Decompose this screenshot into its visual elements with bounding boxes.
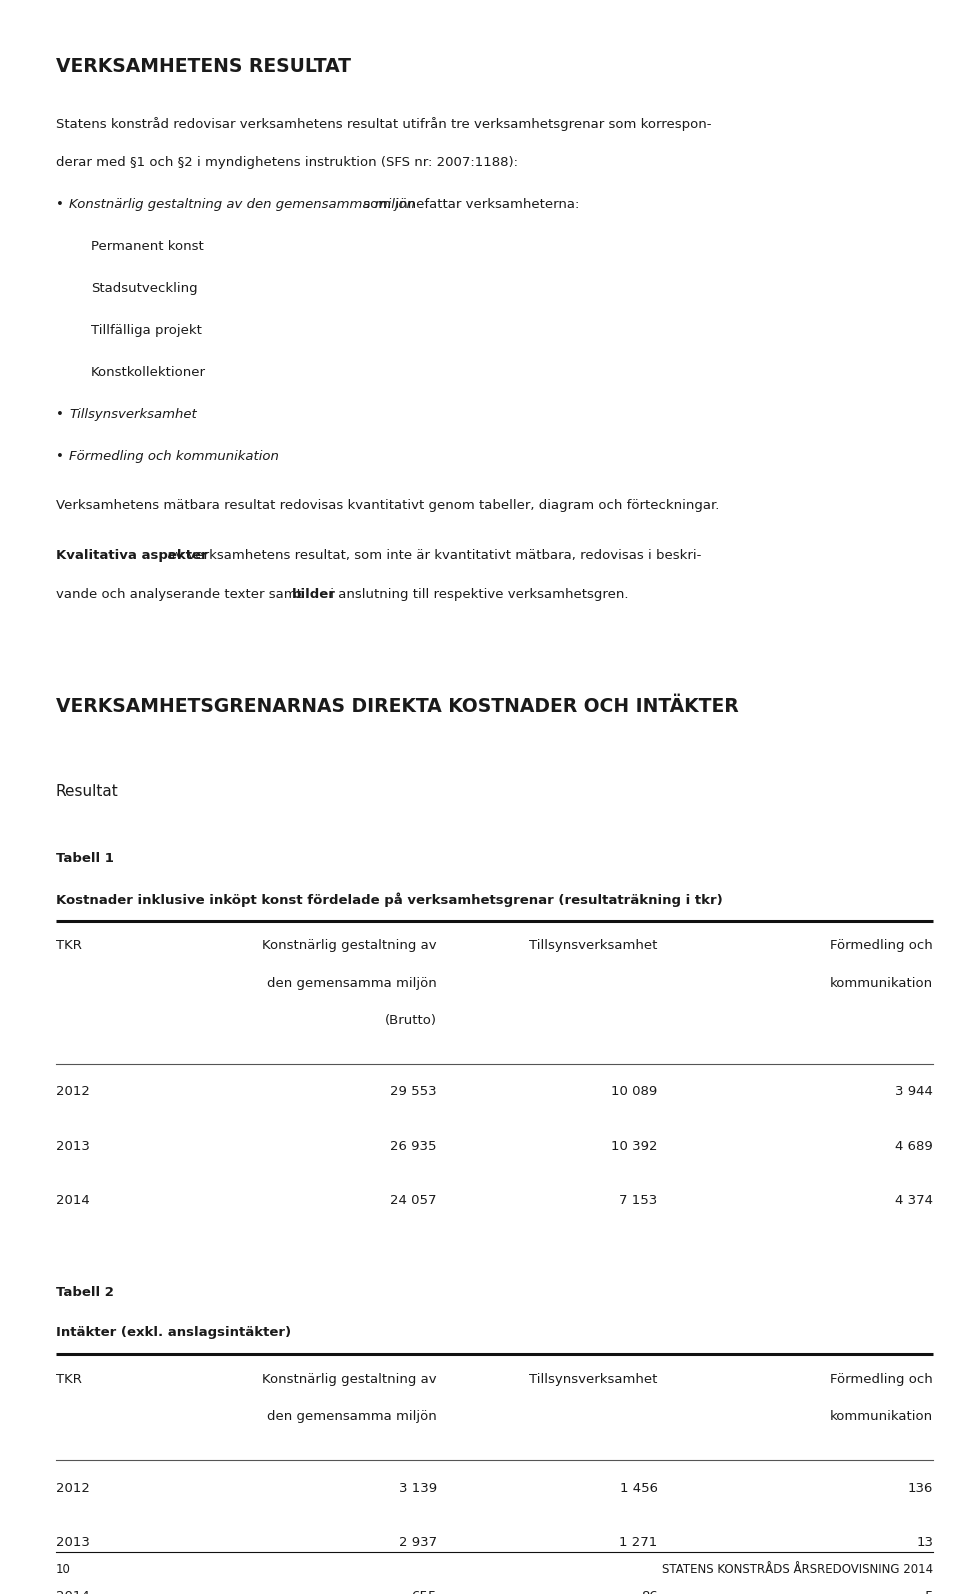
Text: 86: 86: [641, 1591, 658, 1594]
Text: VERKSAMHETSGRENARNAS DIREKTA KOSTNADER OCH INTÄKTER: VERKSAMHETSGRENARNAS DIREKTA KOSTNADER O…: [56, 697, 738, 716]
Text: Intäkter (exkl. anslagsintäkter): Intäkter (exkl. anslagsintäkter): [56, 1326, 291, 1339]
Text: Kvalitativa aspekter: Kvalitativa aspekter: [56, 550, 207, 563]
Text: 1 271: 1 271: [619, 1537, 658, 1549]
Text: Permanent konst: Permanent konst: [91, 241, 204, 253]
Text: 2013: 2013: [56, 1537, 89, 1549]
Text: •: •: [56, 450, 68, 462]
Text: som innefattar verksamheterna:: som innefattar verksamheterna:: [359, 198, 580, 210]
Text: 5: 5: [924, 1591, 933, 1594]
Text: 2014: 2014: [56, 1591, 89, 1594]
Text: Konstnärlig gestaltning av: Konstnärlig gestaltning av: [262, 1372, 437, 1387]
Text: 4 374: 4 374: [895, 1194, 933, 1207]
Text: Konstnärlig gestaltning av: Konstnärlig gestaltning av: [262, 939, 437, 953]
Text: 29 553: 29 553: [390, 1086, 437, 1098]
Text: Tillfälliga projekt: Tillfälliga projekt: [91, 324, 202, 336]
Text: 7 153: 7 153: [619, 1194, 658, 1207]
Text: den gemensamma miljön: den gemensamma miljön: [267, 1411, 437, 1423]
Text: Förmedling och: Förmedling och: [830, 939, 933, 953]
Text: Förmedling och: Förmedling och: [830, 1372, 933, 1387]
Text: 2 937: 2 937: [398, 1537, 437, 1549]
Text: •: •: [56, 408, 68, 421]
Text: 1 456: 1 456: [619, 1482, 658, 1495]
Text: (Brutto): (Brutto): [385, 1014, 437, 1027]
Text: 4 689: 4 689: [896, 1140, 933, 1152]
Text: 10 089: 10 089: [612, 1086, 658, 1098]
Text: 10: 10: [56, 1562, 70, 1576]
Text: 2014: 2014: [56, 1194, 89, 1207]
Text: 10 392: 10 392: [612, 1140, 658, 1152]
Text: av verksamhetens resultat, som inte är kvantitativt mätbara, redovisas i beskri-: av verksamhetens resultat, som inte är k…: [163, 550, 702, 563]
Text: Konstnärlig gestaltning av den gemensamma miljön: Konstnärlig gestaltning av den gemensamm…: [69, 198, 415, 210]
Text: derar med §1 och §2 i myndighetens instruktion (SFS nr: 2007:1188):: derar med §1 och §2 i myndighetens instr…: [56, 156, 517, 169]
Text: Tabell 2: Tabell 2: [56, 1286, 113, 1299]
Text: 13: 13: [916, 1537, 933, 1549]
Text: den gemensamma miljön: den gemensamma miljön: [267, 977, 437, 990]
Text: Tillsynsverksamhet: Tillsynsverksamhet: [69, 408, 197, 421]
Text: vande och analyserande texter samt: vande och analyserande texter samt: [56, 588, 306, 601]
Text: Resultat: Resultat: [56, 784, 118, 799]
Text: Verksamhetens mätbara resultat redovisas kvantitativt genom tabeller, diagram oc: Verksamhetens mätbara resultat redovisas…: [56, 499, 719, 513]
Text: VERKSAMHETENS RESULTAT: VERKSAMHETENS RESULTAT: [56, 57, 350, 75]
Text: Kostnader inklusive inköpt konst fördelade på verksamhetsgrenar (resultaträkning: Kostnader inklusive inköpt konst fördela…: [56, 893, 723, 907]
Text: 2013: 2013: [56, 1140, 89, 1152]
Text: 3 139: 3 139: [398, 1482, 437, 1495]
Text: Statens konstråd redovisar verksamhetens resultat utifrån tre verksamhetsgrenar : Statens konstråd redovisar verksamhetens…: [56, 118, 711, 131]
Text: •: •: [56, 198, 68, 210]
Text: i anslutning till respektive verksamhetsgren.: i anslutning till respektive verksamhets…: [326, 588, 629, 601]
Text: bilder: bilder: [292, 588, 336, 601]
Text: Tillsynsverksamhet: Tillsynsverksamhet: [529, 939, 658, 953]
Text: 3 944: 3 944: [896, 1086, 933, 1098]
Text: Stadsutveckling: Stadsutveckling: [91, 282, 198, 295]
Text: kommunikation: kommunikation: [830, 977, 933, 990]
Text: Konstkollektioner: Konstkollektioner: [91, 367, 206, 379]
Text: 2012: 2012: [56, 1482, 89, 1495]
Text: 655: 655: [412, 1591, 437, 1594]
Text: TKR: TKR: [56, 939, 82, 953]
Text: 26 935: 26 935: [391, 1140, 437, 1152]
Text: TKR: TKR: [56, 1372, 82, 1387]
Text: STATENS KONSTRÅDS ÅRSREDOVISNING 2014: STATENS KONSTRÅDS ÅRSREDOVISNING 2014: [662, 1562, 933, 1576]
Text: Tillsynsverksamhet: Tillsynsverksamhet: [529, 1372, 658, 1387]
Text: 2012: 2012: [56, 1086, 89, 1098]
Text: 24 057: 24 057: [391, 1194, 437, 1207]
Text: 136: 136: [908, 1482, 933, 1495]
Text: Förmedling och kommunikation: Förmedling och kommunikation: [69, 450, 279, 462]
Text: Tabell 1: Tabell 1: [56, 853, 113, 866]
Text: kommunikation: kommunikation: [830, 1411, 933, 1423]
